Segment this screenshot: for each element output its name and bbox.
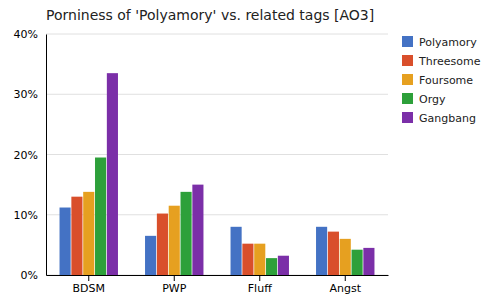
- legend-swatch: [402, 55, 413, 66]
- legend-label: Foursome: [419, 74, 473, 87]
- bar: [328, 232, 339, 275]
- legend-item: Gangbang: [402, 112, 476, 125]
- tick-label: 10%: [14, 209, 38, 222]
- x-tick: Angst: [329, 275, 361, 295]
- bar: [192, 185, 203, 275]
- y-tick: 0%: [21, 269, 46, 282]
- legend-item: Orgy: [402, 93, 446, 106]
- tick-mark: [259, 275, 260, 281]
- bar: [266, 258, 277, 275]
- legend-swatch: [402, 93, 413, 104]
- bar: [71, 197, 82, 275]
- tick-mark: [88, 275, 89, 281]
- x-tick: BDSM: [73, 275, 106, 295]
- legend-item: Foursome: [402, 74, 473, 87]
- tick-label: Fluff: [248, 282, 272, 295]
- tick-label: 30%: [14, 88, 38, 101]
- bar: [340, 239, 351, 275]
- tick-label: 20%: [14, 149, 38, 162]
- bar: [145, 236, 156, 275]
- tick-mark: [345, 275, 346, 281]
- tick-label: BDSM: [73, 282, 106, 295]
- chart: Porniness of 'Polyamory' vs. related tag…: [0, 0, 500, 305]
- legend-label: Gangbang: [419, 112, 476, 125]
- axis-domain: [46, 35, 47, 276]
- tick-label: 40%: [14, 28, 38, 41]
- legend-swatch: [402, 74, 413, 85]
- x-tick: Fluff: [248, 275, 272, 295]
- bar: [157, 214, 168, 275]
- plot: 0% 10% 20% 30% 40% BDSM PWP Fluff Angst: [14, 28, 389, 295]
- bar: [316, 227, 327, 275]
- y-tick: 10%: [14, 209, 46, 222]
- x-axis: BDSM PWP Fluff Angst: [47, 275, 389, 295]
- tick-mark: [174, 275, 175, 281]
- chart-container: Porniness of 'Polyamory' vs. related tag…: [0, 0, 500, 305]
- bar: [242, 244, 253, 275]
- bar: [231, 227, 242, 275]
- legend-swatch: [402, 112, 413, 123]
- title: Porniness of 'Polyamory' vs. related tag…: [46, 7, 374, 23]
- legend-item: Threesome: [402, 55, 481, 68]
- y-tick: 40%: [14, 28, 46, 41]
- bars: [60, 73, 375, 275]
- bar: [254, 244, 265, 275]
- grid-line: [46, 94, 388, 95]
- axis-domain: [47, 275, 389, 276]
- bar-series: [107, 73, 375, 275]
- y-axis: 0% 10% 20% 30% 40%: [14, 28, 47, 282]
- bar: [278, 256, 289, 275]
- legend-label: Orgy: [419, 93, 446, 106]
- x-tick: PWP: [162, 275, 187, 295]
- grid-line: [46, 154, 388, 155]
- bar: [181, 192, 192, 275]
- bar: [169, 206, 180, 275]
- grid: [46, 34, 388, 275]
- bar: [83, 192, 94, 275]
- legend: Polyamory Threesome Foursome Orgy Gangbang: [402, 36, 481, 125]
- legend-label: Polyamory: [419, 36, 477, 49]
- legend-item: Polyamory: [402, 36, 477, 49]
- bar-series: [95, 158, 363, 275]
- bar: [363, 248, 374, 275]
- bar-series: [83, 192, 351, 275]
- tick-label: Angst: [329, 282, 361, 295]
- y-tick: 30%: [14, 88, 46, 101]
- bar: [352, 250, 363, 275]
- legend-swatch: [402, 36, 413, 47]
- y-tick: 20%: [14, 149, 46, 162]
- legend-label: Threesome: [418, 55, 481, 68]
- bar: [107, 73, 118, 275]
- tick-label: PWP: [162, 282, 187, 295]
- bar: [95, 158, 106, 275]
- bar: [60, 208, 71, 275]
- grid-line: [46, 34, 388, 35]
- tick-label: 0%: [21, 269, 38, 282]
